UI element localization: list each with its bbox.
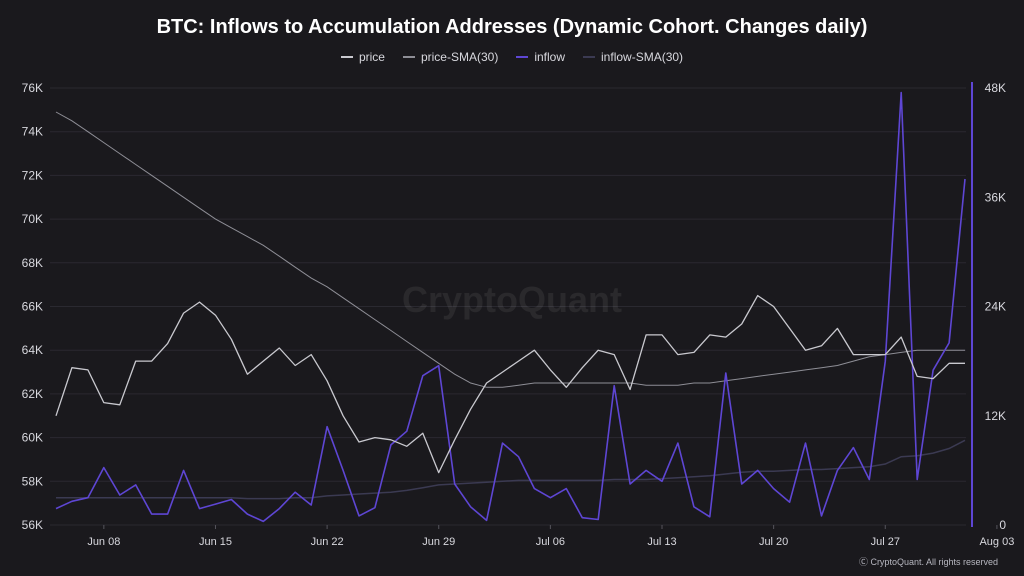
left-axis-tick-label: 58K [22,474,43,488]
legend-swatch-inflow [516,56,529,58]
legend-item-inflow[interactable]: inflow [516,50,565,64]
right-axis-tick-label: 48K [985,81,1006,95]
series-line-price-sma [55,111,965,388]
legend-item-inflow-sma[interactable]: inflow-SMA(30) [583,50,683,64]
left-axis-tick-label: 64K [22,343,43,357]
left-axis-tick-label: 76K [22,81,43,95]
x-tick-label: Aug 03 [979,536,1014,548]
legend-swatch-price [340,56,353,58]
series-line-inflow [55,91,966,523]
x-tick-label: Jun 22 [311,536,344,548]
chart-legend: price price-SMA(30) inflow inflow-SMA(30… [0,50,1024,64]
series-line-inflow-sma [56,439,966,500]
x-tick-label: Jul 27 [871,536,900,548]
series-line-price [55,294,965,474]
legend-item-price-sma[interactable]: price-SMA(30) [402,50,499,64]
right-axis-tick-label: 36K [985,190,1006,204]
x-tick-label: Jun 15 [199,536,232,548]
legend-label-price: price [358,50,385,64]
chart-title: BTC: Inflows to Accumulation Addresses (… [156,16,868,38]
left-axis-tick-label: 56K [22,518,43,532]
left-axis-tick-label: 68K [22,256,43,270]
right-axis-tick-label: 24K [985,300,1006,314]
x-tick-label: Jun 29 [422,536,455,548]
legend-swatch-price-sma [402,56,415,58]
right-axis-tick-label: 0 [999,518,1006,532]
right-axis-tick-label: 12K [985,409,1006,423]
x-tick-label: Jul 20 [759,536,788,548]
copyright-footer: Ⓒ CryptoQuant. All rights reserved [858,557,998,567]
left-axis-tick-label: 62K [22,387,43,401]
x-tick-label: Jul 06 [536,536,565,548]
left-axis-tick-label: 70K [22,212,43,226]
x-tick-label: Jun 08 [87,536,120,548]
left-axis-tick-label: 60K [22,431,43,445]
x-tick-label: Jul 13 [647,536,676,548]
legend-swatch-inflow-sma [583,56,596,58]
legend-label-price-sma: price-SMA(30) [420,50,499,64]
legend-item-price[interactable]: price [340,50,385,64]
legend-label-inflow-sma: inflow-SMA(30) [601,50,684,64]
legend-label-inflow: inflow [534,50,566,64]
left-axis-tick-label: 74K [22,125,43,139]
left-axis-tick-label: 72K [22,168,43,182]
left-axis-tick-label: 66K [22,300,43,314]
watermark: CryptoQuant [402,279,622,320]
